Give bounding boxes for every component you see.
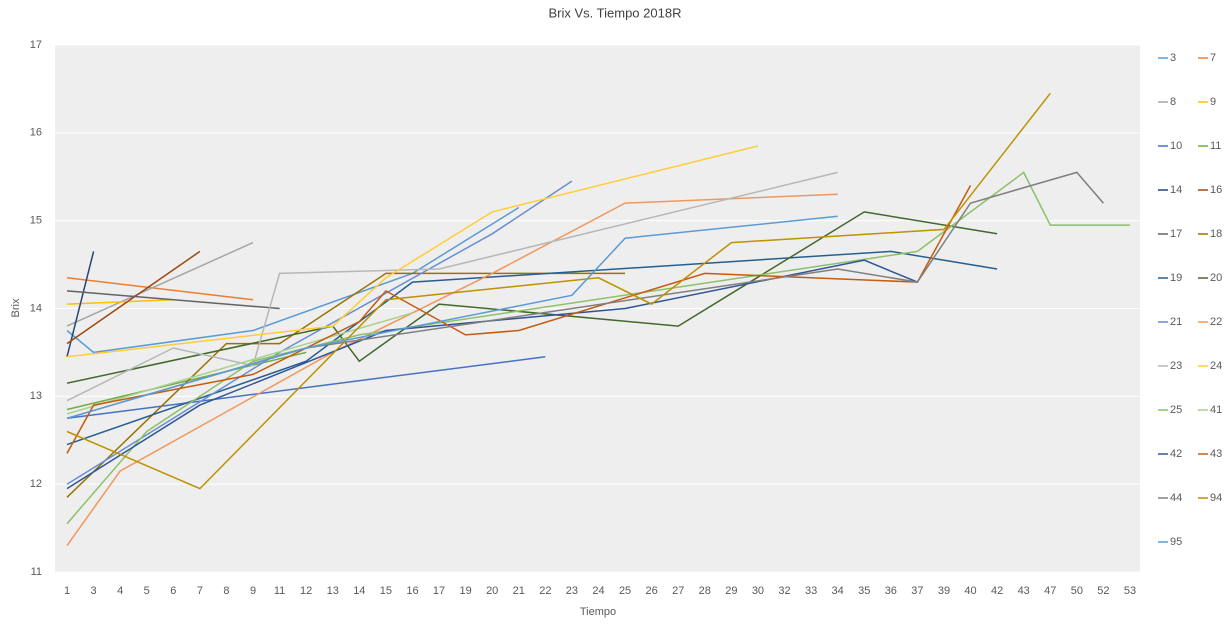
legend-label: 17 (1170, 228, 1182, 240)
x-tick-label: 16 (406, 585, 418, 597)
legend-label: 16 (1210, 184, 1222, 196)
legend-label: 25 (1170, 404, 1182, 416)
series-line (66, 206, 520, 354)
y-tick-label: 15 (30, 215, 42, 227)
x-tick-label: 32 (778, 585, 790, 597)
x-tick-label: 6 (170, 585, 176, 597)
x-tick-label: 23 (566, 585, 578, 597)
y-axis-label: Brix (10, 298, 22, 317)
x-tick-label: 34 (832, 585, 844, 597)
legend-label: 42 (1170, 448, 1182, 460)
x-axis-label: Tiempo (580, 606, 616, 618)
x-tick-label: 3 (91, 585, 97, 597)
series-line (66, 272, 626, 498)
y-tick-label: 16 (30, 127, 42, 139)
series-line (66, 145, 759, 358)
x-tick-label: 28 (699, 585, 711, 597)
legend-label: 18 (1210, 228, 1222, 240)
x-tick-label: 33 (805, 585, 817, 597)
y-tick-label: 12 (30, 478, 42, 490)
x-tick-label: 29 (725, 585, 737, 597)
x-tick-label: 37 (911, 585, 923, 597)
legend-label: 14 (1170, 184, 1182, 196)
x-tick-label: 50 (1071, 585, 1083, 597)
legend-label: 9 (1210, 96, 1216, 108)
y-tick-label: 13 (30, 390, 42, 402)
series-line (66, 298, 174, 305)
legend-label: 21 (1170, 316, 1182, 328)
series-line (66, 312, 413, 415)
x-tick-label: 13 (327, 585, 339, 597)
x-tick-label: 7 (197, 585, 203, 597)
x-tick-label: 39 (938, 585, 950, 597)
x-tick-label: 47 (1044, 585, 1056, 597)
series-line (66, 250, 201, 345)
series-line (66, 171, 838, 402)
legend-label: 41 (1210, 404, 1222, 416)
series-line (66, 250, 998, 446)
y-tick-label: 17 (30, 39, 42, 51)
legend-label: 11 (1210, 140, 1221, 152)
legend-label: 44 (1170, 492, 1182, 504)
x-tick-label: 36 (885, 585, 897, 597)
legend-label: 3 (1170, 52, 1176, 64)
x-tick-label: 15 (380, 585, 392, 597)
series-line (66, 185, 972, 454)
x-tick-label: 21 (513, 585, 525, 597)
x-tick-label: 42 (991, 585, 1003, 597)
chart-title: Brix Vs. Tiempo 2018R (549, 5, 682, 20)
series-line (66, 290, 280, 310)
legend-label: 7 (1210, 52, 1216, 64)
legend-label: 43 (1210, 448, 1222, 460)
series-line (66, 92, 1051, 490)
x-tick-label: 43 (1018, 585, 1030, 597)
legend-label: 19 (1170, 272, 1182, 284)
x-tick-label: 17 (433, 585, 445, 597)
series-line (66, 180, 573, 485)
legend-label: 95 (1170, 536, 1182, 548)
series-line (66, 277, 254, 301)
x-tick-label: 35 (858, 585, 870, 597)
x-tick-label: 27 (672, 585, 684, 597)
x-tick-label: 11 (274, 585, 285, 597)
y-tick-label: 14 (30, 302, 42, 314)
x-tick-label: 22 (539, 585, 551, 597)
legend-label: 20 (1210, 272, 1222, 284)
series-line (66, 215, 838, 420)
x-tick-label: 9 (250, 585, 256, 597)
x-tick-label: 5 (144, 585, 150, 597)
legend-label: 23 (1170, 360, 1182, 372)
x-tick-label: 4 (117, 585, 123, 597)
x-tick-label: 14 (353, 585, 365, 597)
legend-label: 8 (1170, 96, 1176, 108)
x-tick-label: 1 (64, 585, 70, 597)
legend-label: 94 (1210, 492, 1222, 504)
x-tick-label: 8 (223, 585, 229, 597)
x-tick-label: 19 (460, 585, 472, 597)
x-tick-label: 12 (300, 585, 312, 597)
x-tick-label: 40 (964, 585, 976, 597)
x-tick-label: 20 (486, 585, 498, 597)
series-line (66, 251, 95, 357)
x-tick-label: 52 (1097, 585, 1109, 597)
series-line (66, 259, 918, 490)
x-tick-label: 25 (619, 585, 631, 597)
x-tick-label: 30 (752, 585, 764, 597)
legend-label: 24 (1210, 360, 1222, 372)
series-line (66, 241, 254, 327)
series-line (66, 356, 546, 420)
legend-label: 22 (1210, 316, 1222, 328)
x-tick-label: 24 (592, 585, 604, 597)
x-tick-label: 26 (646, 585, 658, 597)
legend-label: 10 (1170, 140, 1182, 152)
x-tick-label: 53 (1124, 585, 1136, 597)
y-tick-label: 11 (31, 566, 42, 578)
